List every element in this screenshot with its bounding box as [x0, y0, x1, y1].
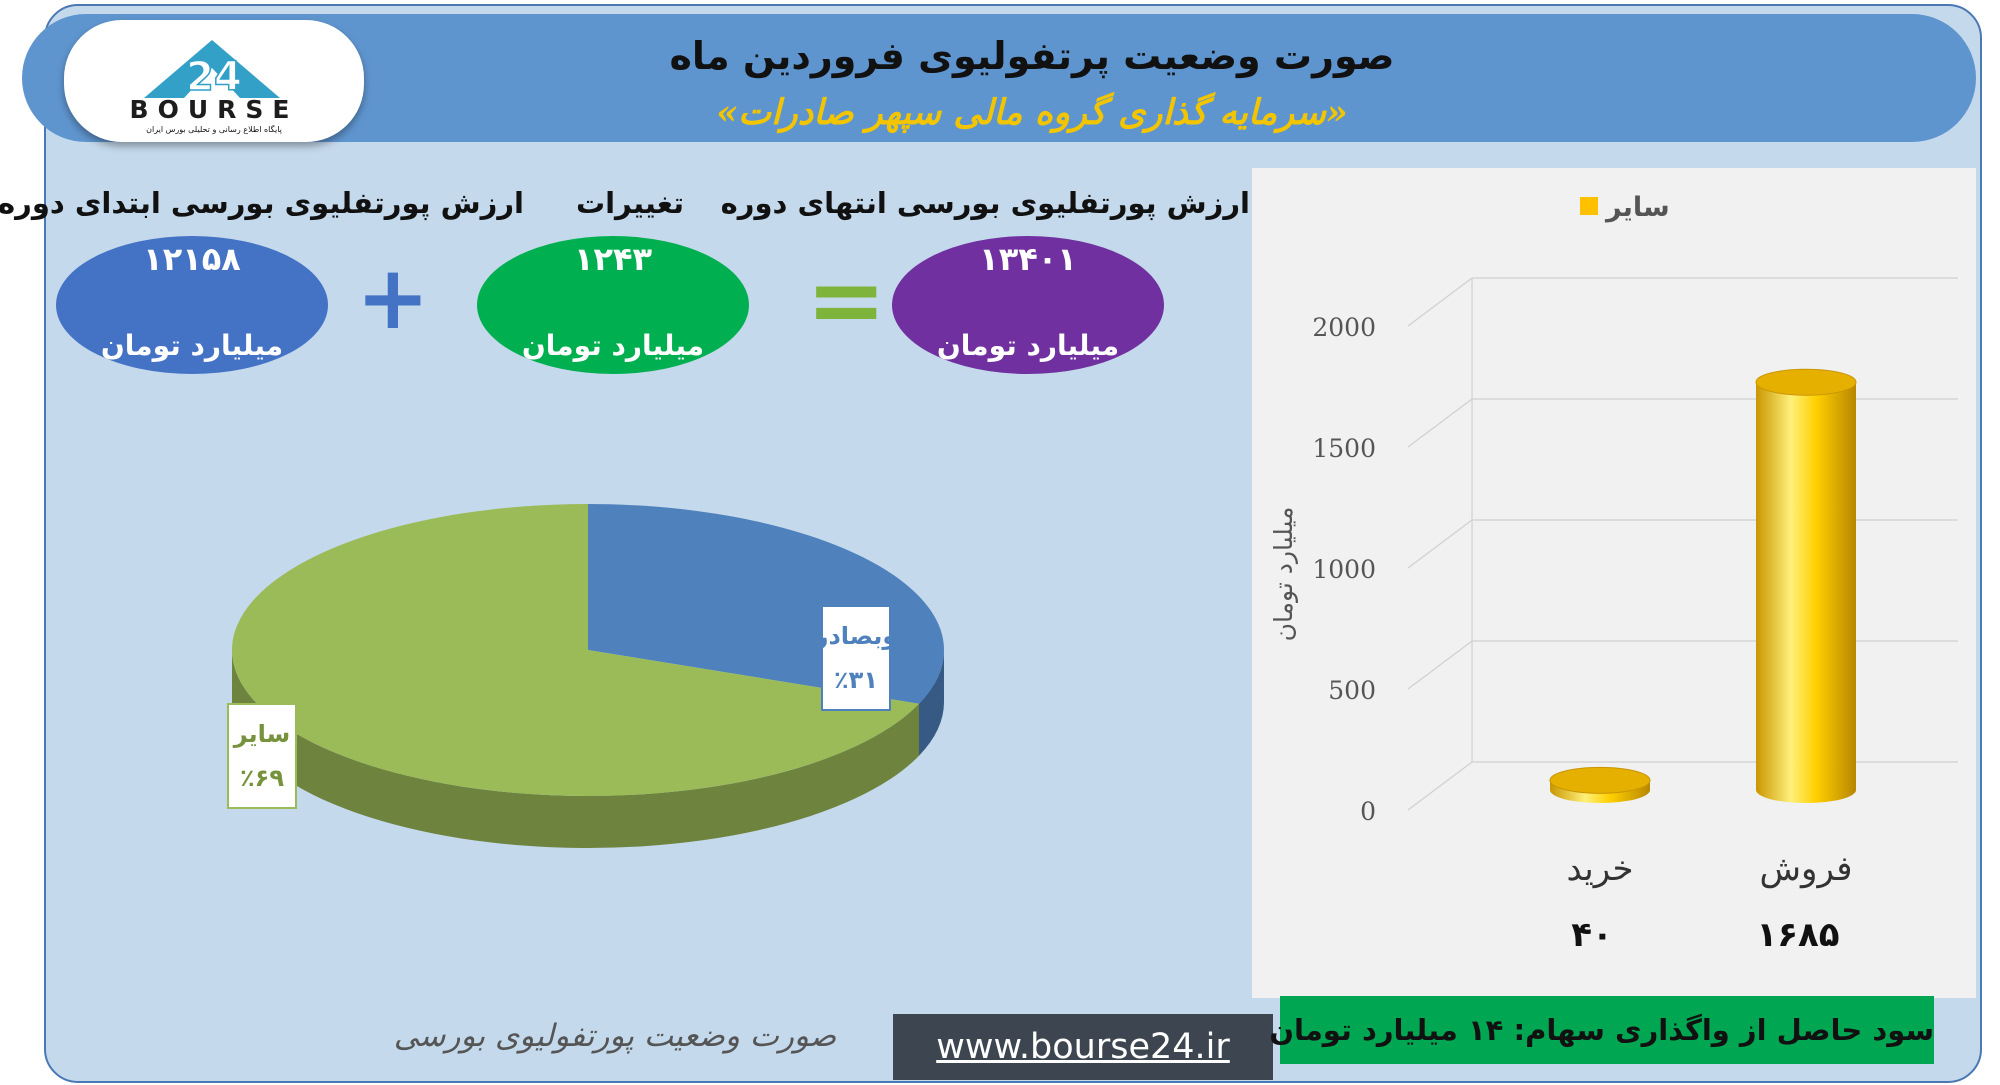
bar-value-label: ۱۶۸۵: [1756, 915, 1839, 955]
pie-caption: صورت وضعیت پورتفولیوی بورسی: [393, 1018, 837, 1054]
pie-label-box: [821, 605, 891, 711]
end-value-ellipse: ۱۳۴۰۱ میلیارد تومان: [892, 236, 1164, 374]
gridline-side: [1407, 519, 1473, 569]
y-axis-title: میلیارد تومان: [1269, 507, 1298, 642]
pie-slice-name: وبصادر: [814, 622, 898, 650]
logo-number: 24: [186, 54, 242, 100]
y-tick-label: 500: [1328, 676, 1376, 705]
start-value-ellipse: ۱۲۱۵۸ میلیارد تومان: [56, 236, 328, 374]
legend-swatch: [1580, 197, 1598, 215]
y-tick-label: 0: [1360, 797, 1376, 826]
end-value: ۱۳۴۰۱: [979, 240, 1077, 278]
change-label: تغییرات: [575, 186, 685, 220]
pie-slice-percent: ٪۶۹: [240, 764, 284, 792]
y-tick-label: 2000: [1312, 313, 1376, 342]
start-value-label: ارزش پورتفلیوی بورسی ابتدای دوره: [0, 186, 524, 220]
pie-slice-side: [919, 650, 944, 756]
page-title: صورت وضعیت پرتفولیوی فروردین ماه: [669, 34, 1395, 78]
logo-wordmark: BOURSE: [130, 95, 299, 124]
pie-label-box: [227, 703, 297, 809]
change-value: ۱۲۴۳: [573, 240, 653, 278]
gridline-side: [1407, 640, 1473, 690]
gridline-side: [1407, 761, 1473, 811]
pie-slice-percent: ٪۳۱: [834, 666, 878, 694]
website-link[interactable]: www.bourse24.ir: [893, 1014, 1273, 1080]
bar: [1756, 382, 1856, 803]
page-subtitle: «سرمایه گذاری گروه مالی سپهر صادرات»: [716, 92, 1348, 133]
bar-value-label: ۴۰: [1571, 915, 1613, 955]
start-value-unit: میلیارد تومان: [100, 329, 284, 362]
start-value: ۱۲۱۵۸: [143, 240, 241, 278]
trades-bar-chart: 0 500 1000 1500 2000 میلیارد تومان سایر خرید ۴۰ ف…: [1269, 192, 1958, 955]
change-ellipse: ۱۲۴۳ میلیارد تومان: [477, 236, 749, 374]
end-value-unit: میلیارد تومان: [936, 329, 1120, 362]
bourse24-logo: 24 BOURSE پایگاه اطلاع رسانی و تحلیلی بو…: [64, 20, 364, 142]
x-category-label: فروش: [1760, 849, 1853, 889]
bar-top: [1755, 368, 1857, 396]
gridline-side: [1407, 277, 1473, 327]
y-tick-label: 1500: [1312, 434, 1376, 463]
x-category-label: خرید: [1566, 849, 1633, 889]
pie-slice: [231, 504, 920, 796]
y-tick-label: 1000: [1312, 555, 1376, 584]
legend-label: سایر: [1604, 192, 1670, 223]
portfolio-pie-chart: وبصادر ٪۳۱ سایر ٪۶۹: [227, 504, 944, 848]
change-unit: میلیارد تومان: [521, 329, 705, 362]
gridline-side: [1407, 398, 1473, 448]
pie-slice-side: [232, 650, 920, 848]
profit-note-banner: سود حاصل از واگذاری سهام: ۱۴ میلیارد توم…: [1269, 996, 1934, 1064]
logo-tagline: پایگاه اطلاع رسانی و تحلیلی بورس ایران: [146, 124, 282, 134]
end-value-label: ارزش پورتفلیوی بورسی انتهای دوره: [720, 186, 1250, 220]
pie-slice-name: سایر: [233, 720, 291, 748]
bar-top: [1549, 766, 1651, 794]
